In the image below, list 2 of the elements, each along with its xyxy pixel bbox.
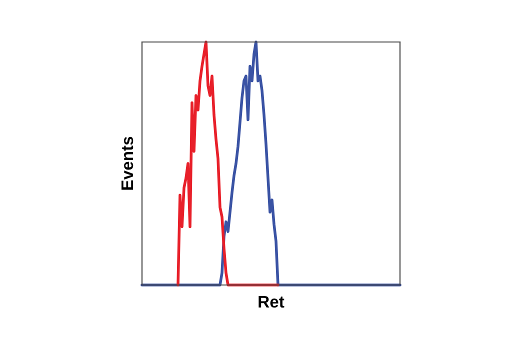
y-axis-title: Events — [122, 136, 134, 190]
x-axis-title: Ret — [258, 296, 284, 308]
